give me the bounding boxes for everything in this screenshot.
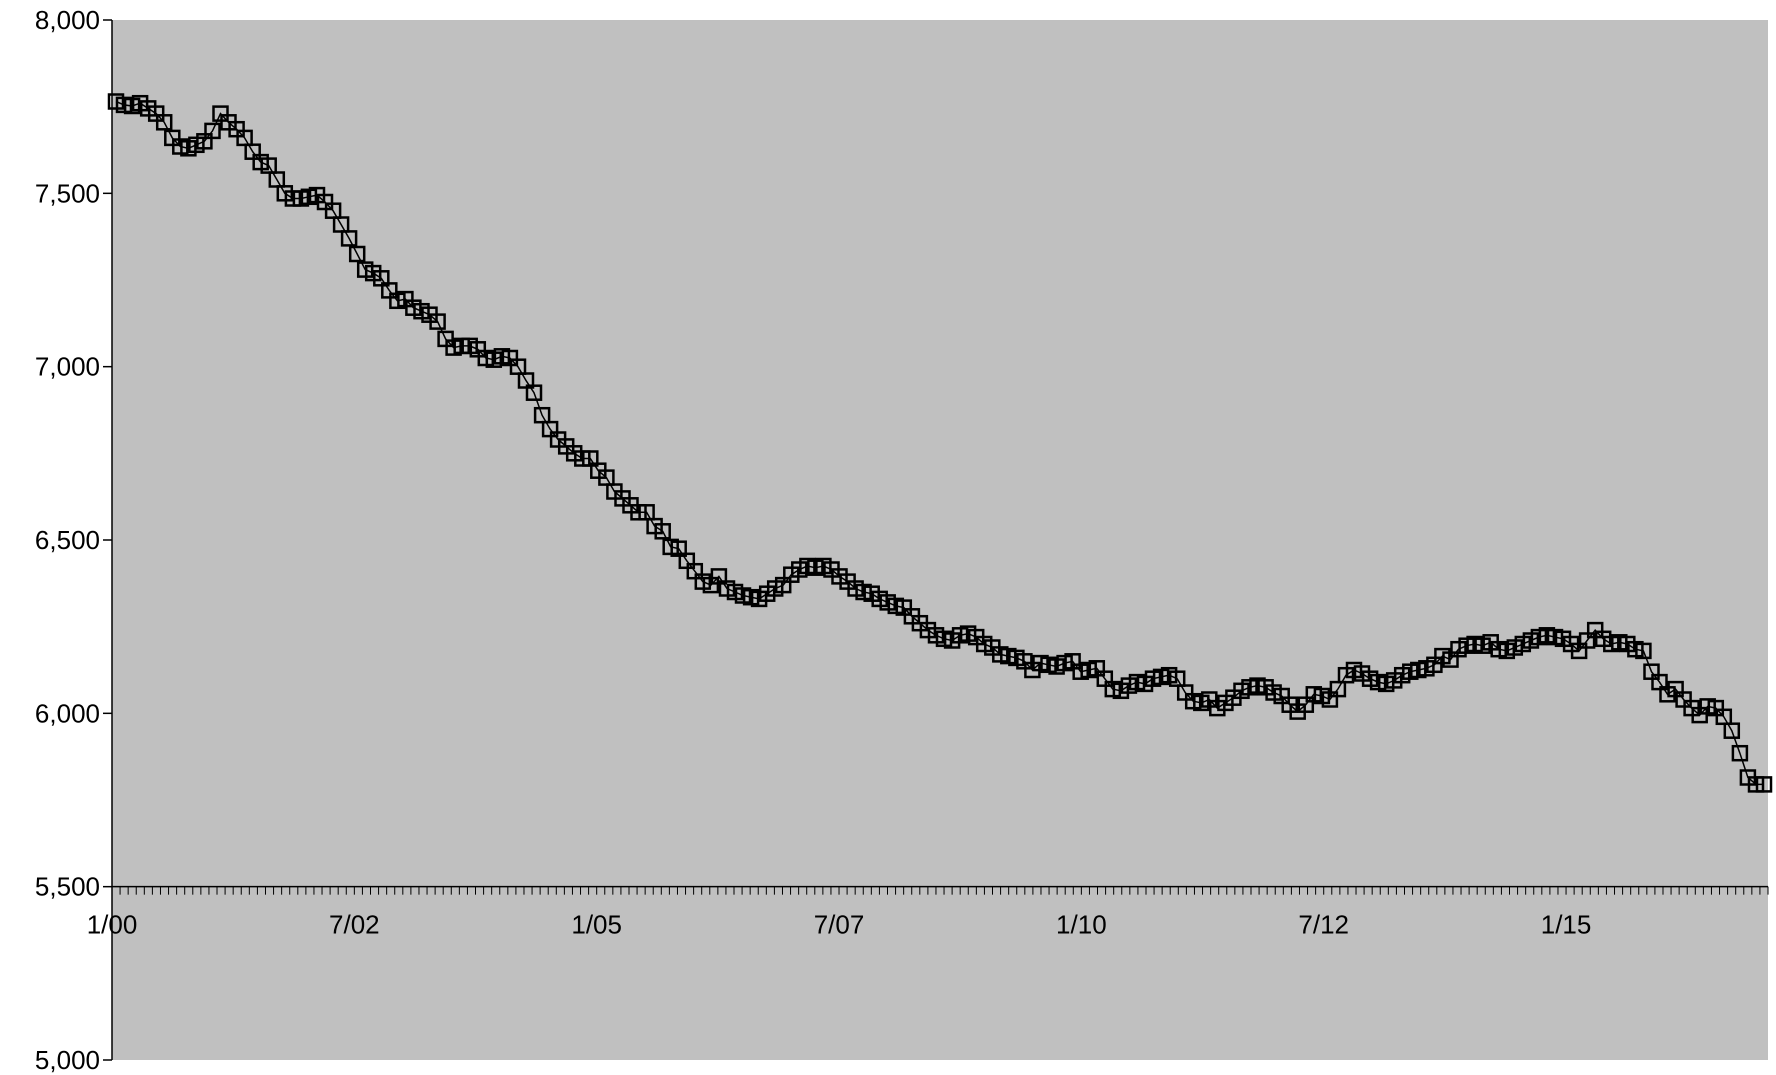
data-point xyxy=(525,384,543,401)
y-tick-label: 7,000 xyxy=(35,352,100,382)
y-tick-label: 5,500 xyxy=(35,872,100,902)
x-axis: 1/00 7/02 1/05 7/07 1/10 7/12 1/15 xyxy=(87,885,1769,940)
x-tick-label: 1/15 xyxy=(1541,910,1592,940)
x-tick-label: 1/05 xyxy=(571,910,622,940)
plot-area xyxy=(112,20,1768,1060)
y-tick-label: 6,000 xyxy=(35,698,100,728)
data-point xyxy=(1731,744,1749,762)
y-axis: 5,000 5,500 6,000 6,500 7,000 7,500 8,000 xyxy=(35,5,113,1075)
data-point xyxy=(340,230,358,247)
data-point xyxy=(1755,776,1773,793)
y-tick-label: 6,500 xyxy=(35,525,100,555)
series-markers xyxy=(107,93,1773,793)
x-tick-label: 7/12 xyxy=(1298,910,1349,940)
data-point xyxy=(204,122,221,140)
data-point xyxy=(1635,642,1652,660)
y-tick-label: 8,000 xyxy=(35,5,100,35)
x-tick-label: 1/00 xyxy=(87,910,138,940)
data-point xyxy=(1723,722,1741,739)
data-point xyxy=(654,523,671,540)
data-point xyxy=(429,313,446,330)
x-tick-label: 1/10 xyxy=(1056,910,1107,940)
y-tick-label: 5,000 xyxy=(35,1045,100,1075)
data-point xyxy=(348,245,366,263)
data-point xyxy=(155,114,173,131)
y-tick-label: 7,500 xyxy=(35,178,100,208)
x-tick-label: 7/07 xyxy=(814,910,865,940)
x-tick-label: 7/02 xyxy=(329,910,380,940)
